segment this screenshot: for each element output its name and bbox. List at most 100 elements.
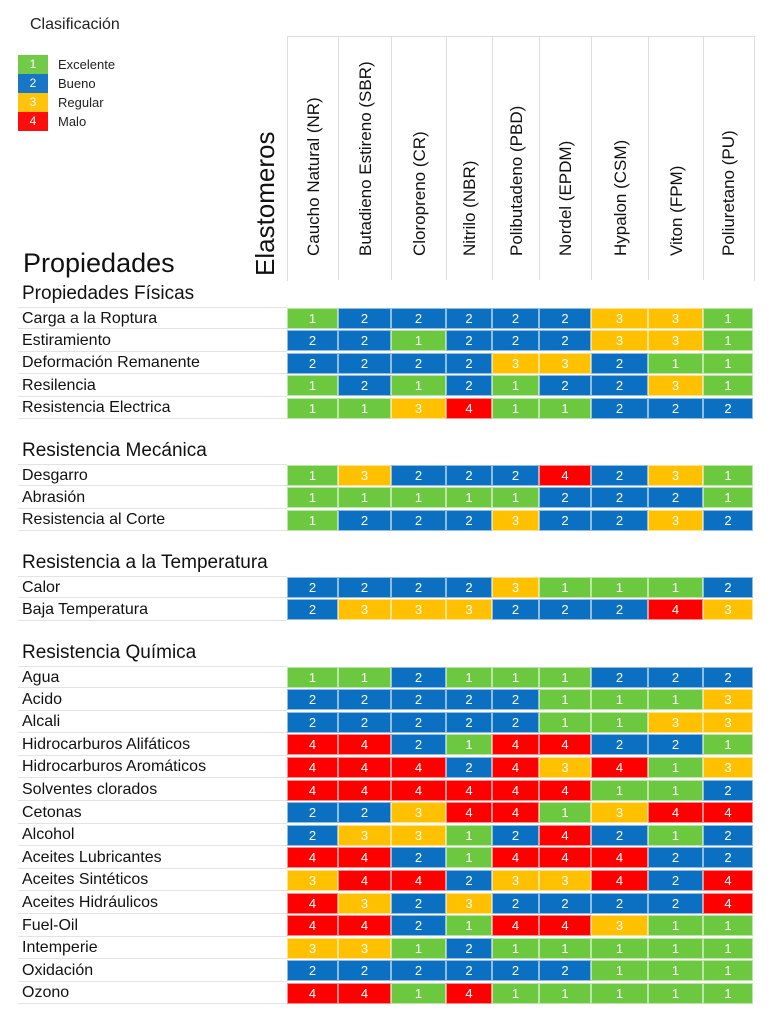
column-header: Poliuretano (PU) bbox=[703, 36, 754, 280]
column-header-label: Caucho Natural (NR) bbox=[303, 97, 323, 256]
rating-cell: 1 bbox=[287, 375, 338, 397]
rating-cell: 2 bbox=[539, 892, 591, 914]
rating-cell: 3 bbox=[539, 756, 591, 778]
rating-cell: 4 bbox=[591, 847, 648, 869]
rating-cell: 3 bbox=[338, 937, 391, 959]
rating-cell: 3 bbox=[648, 330, 703, 352]
rating-cell: 3 bbox=[391, 599, 446, 621]
rating-cell: 2 bbox=[591, 734, 648, 756]
rating-cell: 2 bbox=[591, 487, 648, 509]
rating-cell: 1 bbox=[703, 307, 753, 329]
rating-cell: 4 bbox=[539, 824, 591, 846]
rating-cell: 4 bbox=[539, 915, 591, 937]
rating-cell: 1 bbox=[539, 982, 591, 1004]
rating-cell: 1 bbox=[492, 666, 539, 688]
rating-cell: 2 bbox=[391, 464, 446, 486]
rating-cell: 4 bbox=[338, 779, 391, 801]
rating-cell: 2 bbox=[648, 397, 703, 419]
rating-cell: 1 bbox=[648, 779, 703, 801]
rating-cell: 2 bbox=[446, 711, 492, 733]
row-label: Ozono bbox=[18, 982, 287, 1005]
rating-cell: 2 bbox=[391, 689, 446, 711]
rating-cell: 4 bbox=[539, 464, 591, 486]
row-label: Cetonas bbox=[18, 802, 287, 824]
rating-cell: 1 bbox=[539, 689, 591, 711]
section-title: Resistencia Mecánica bbox=[22, 440, 207, 461]
rating-cell: 4 bbox=[287, 756, 338, 778]
rating-cell: 2 bbox=[703, 509, 753, 531]
rating-cell: 2 bbox=[287, 689, 338, 711]
rating-cell: 4 bbox=[492, 779, 539, 801]
row-label: Alcali bbox=[18, 711, 287, 734]
rating-cell: 4 bbox=[648, 599, 703, 621]
column-header: Butadieno Estireno (SBR) bbox=[338, 36, 392, 280]
rating-cell: 2 bbox=[391, 960, 446, 982]
properties-title: Propiedades bbox=[23, 248, 175, 278]
rating-cell: 3 bbox=[391, 824, 446, 846]
rating-cell: 1 bbox=[287, 666, 338, 688]
rating-cell: 1 bbox=[648, 937, 703, 959]
rating-cell: 3 bbox=[338, 464, 391, 486]
row-label: Resistencia al Corte bbox=[18, 509, 287, 532]
rating-cell: 4 bbox=[338, 847, 391, 869]
rating-cell: 3 bbox=[539, 352, 591, 374]
rating-cell: 2 bbox=[703, 779, 753, 801]
rating-cell: 2 bbox=[648, 487, 703, 509]
rating-cell: 2 bbox=[703, 824, 753, 846]
rating-cell: 3 bbox=[492, 869, 539, 891]
rating-cell: 2 bbox=[591, 352, 648, 374]
rating-cell: 4 bbox=[703, 802, 753, 824]
rating-cell: 1 bbox=[446, 915, 492, 937]
row-label: Deformación Remanente bbox=[18, 352, 287, 375]
rating-cell: 2 bbox=[492, 307, 539, 329]
rating-cell: 1 bbox=[287, 487, 338, 509]
rating-cell: 2 bbox=[591, 599, 648, 621]
rating-cell: 2 bbox=[338, 307, 391, 329]
rating-cell: 3 bbox=[703, 689, 753, 711]
column-header-label: Butadieno Estireno (SBR) bbox=[355, 61, 375, 256]
rating-cell: 1 bbox=[703, 352, 753, 374]
rating-cell: 2 bbox=[391, 711, 446, 733]
rating-cell: 2 bbox=[391, 352, 446, 374]
column-header-label: Cloropreno (CR) bbox=[409, 131, 429, 256]
rating-cell: 1 bbox=[591, 689, 648, 711]
row-label: Fuel-Oil bbox=[18, 915, 287, 937]
rating-cell: 4 bbox=[287, 982, 338, 1004]
section-title: Propiedades Físicas bbox=[22, 283, 195, 304]
row-label: Baja Temperatura bbox=[18, 599, 287, 621]
rating-cell: 1 bbox=[703, 487, 753, 509]
column-header-label: Nordel (EPDM) bbox=[556, 140, 575, 256]
rating-cell: 2 bbox=[492, 960, 539, 982]
rating-cell: 4 bbox=[391, 779, 446, 801]
legend-title: Clasificación bbox=[30, 16, 120, 33]
rating-cell: 2 bbox=[492, 711, 539, 733]
rating-cell: 2 bbox=[591, 464, 648, 486]
rating-cell: 2 bbox=[446, 307, 492, 329]
column-header-label: Nitrilo (NBR) bbox=[460, 160, 479, 256]
rating-cell: 1 bbox=[539, 666, 591, 688]
rating-cell: 4 bbox=[287, 915, 338, 937]
rating-cell: 1 bbox=[703, 915, 753, 937]
rating-cell: 2 bbox=[391, 847, 446, 869]
rating-cell: 2 bbox=[539, 599, 591, 621]
row-label: Hidrocarburos Aromáticos bbox=[18, 756, 287, 779]
rating-cell: 1 bbox=[446, 847, 492, 869]
rating-cell: 3 bbox=[446, 599, 492, 621]
row-label: Hidrocarburos Alifáticos bbox=[18, 734, 287, 756]
rating-cell: 3 bbox=[287, 937, 338, 959]
rating-cell: 4 bbox=[287, 734, 338, 756]
rating-cell: 1 bbox=[492, 487, 539, 509]
legend-label: Bueno bbox=[58, 76, 96, 91]
rating-cell: 1 bbox=[391, 330, 446, 352]
rating-cell: 2 bbox=[492, 599, 539, 621]
legend-swatch: 3 bbox=[18, 93, 48, 112]
rating-cell: 2 bbox=[391, 734, 446, 756]
rating-cell: 2 bbox=[446, 464, 492, 486]
rating-cell: 2 bbox=[287, 352, 338, 374]
rating-cell: 2 bbox=[338, 711, 391, 733]
rating-cell: 4 bbox=[391, 756, 446, 778]
rating-cell: 1 bbox=[539, 937, 591, 959]
row-label: Resistencia Electrica bbox=[18, 397, 287, 420]
rating-cell: 4 bbox=[287, 847, 338, 869]
rating-cell: 2 bbox=[446, 330, 492, 352]
